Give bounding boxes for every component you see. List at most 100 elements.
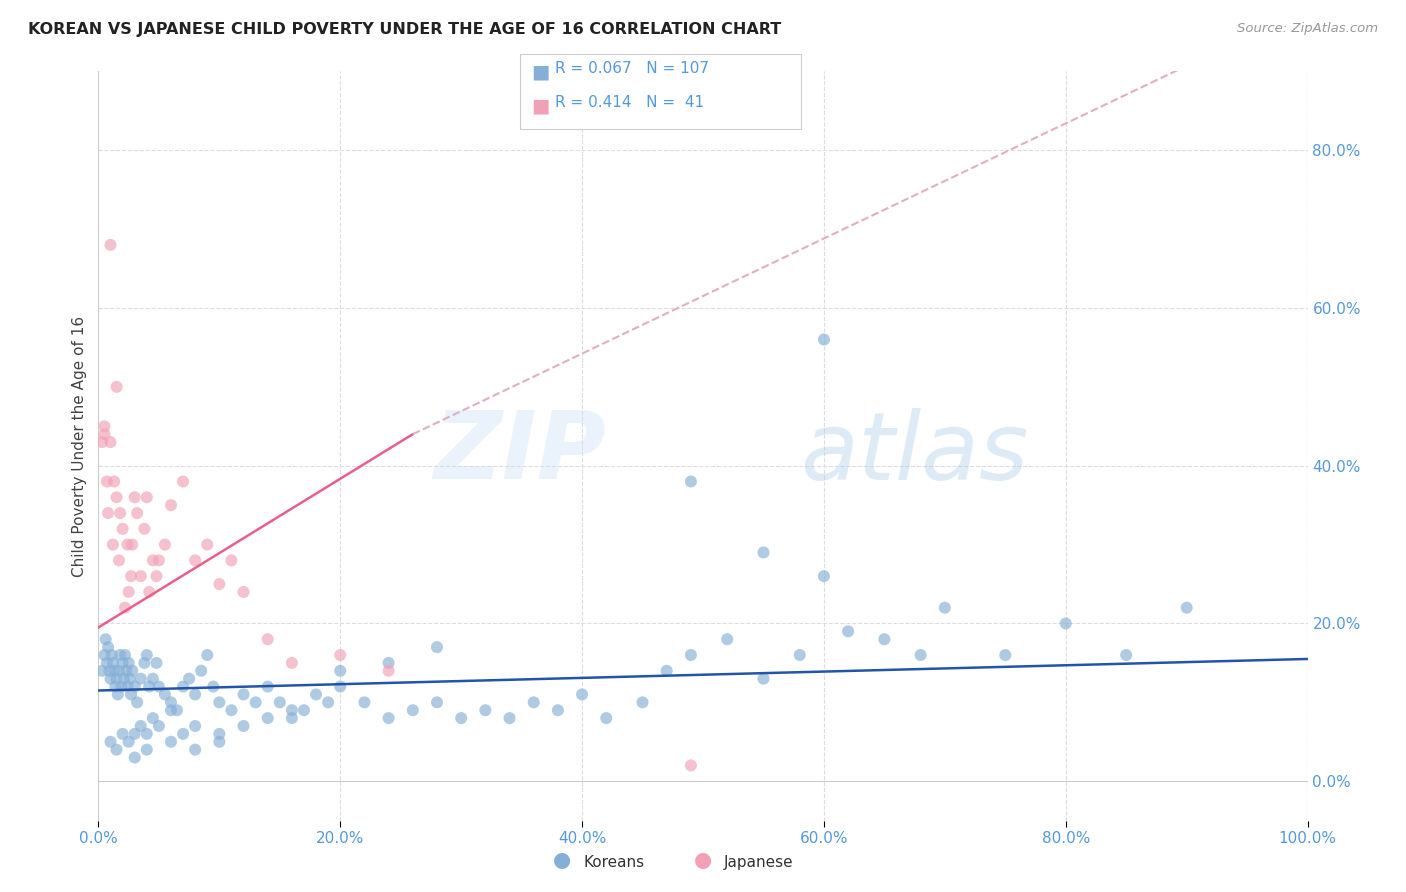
Point [221,703,243,717]
Text: R = 0.414   N =  41: R = 0.414 N = 41 [555,95,704,110]
Point [329,680,352,694]
Point [124,680,146,694]
Point [97,640,120,654]
Point [97,506,120,520]
Point [118,585,141,599]
Point [208,577,231,591]
Point [108,553,131,567]
Point [100,435,122,450]
Point [377,664,399,678]
Point [148,553,170,567]
Point [426,640,449,654]
Point [120,688,142,702]
Point [1054,616,1077,631]
Point [498,711,520,725]
Point [142,711,165,725]
Point [232,688,254,702]
Point [121,664,143,678]
Point [813,569,835,583]
Point [135,727,157,741]
Point [105,380,128,394]
Point [202,680,225,694]
Point [148,719,170,733]
Point [160,703,183,717]
Point [377,711,399,725]
Point [104,680,127,694]
Point [256,680,278,694]
Point [100,735,122,749]
Point [108,506,131,520]
Point [134,656,156,670]
Point [105,672,128,686]
Point [108,664,131,678]
Point [138,680,160,694]
Point [111,727,134,741]
Point [269,695,291,709]
Point [208,735,231,749]
Point [134,522,156,536]
Point [402,703,425,717]
Point [426,695,449,709]
Point [101,538,124,552]
Point [716,632,738,647]
Point [184,553,207,567]
Point [112,672,135,686]
Point [145,569,167,583]
Point [910,648,932,662]
Point [377,656,399,670]
Point [245,695,267,709]
Point [1175,600,1198,615]
Point [142,553,165,567]
Point [96,475,118,489]
Point [108,648,131,662]
Point [138,585,160,599]
Point [571,688,593,702]
Point [145,656,167,670]
Point [166,703,188,717]
Point [523,695,546,709]
Point [160,735,183,749]
Point [281,656,304,670]
Point [103,664,125,678]
Point [118,672,141,686]
Point [135,742,157,756]
Text: atlas: atlas [800,408,1028,499]
Point [100,238,122,252]
Point [127,695,149,709]
Point [208,695,231,709]
Point [292,703,315,717]
Point [184,688,207,702]
Text: KOREAN VS JAPANESE CHILD POVERTY UNDER THE AGE OF 16 CORRELATION CHART: KOREAN VS JAPANESE CHILD POVERTY UNDER T… [28,22,782,37]
Point [100,648,122,662]
Point [135,490,157,504]
Point [679,475,702,489]
Text: ●: ● [554,850,571,870]
Point [679,648,702,662]
Point [91,435,114,450]
Point [114,600,136,615]
Point [107,688,129,702]
Point [115,664,138,678]
Point [221,553,243,567]
Point [184,719,207,733]
Point [124,750,146,764]
Point [595,711,617,725]
Point [124,490,146,504]
Point [281,703,304,717]
Point [114,648,136,662]
Point [329,648,352,662]
Point [121,538,143,552]
Point [93,648,115,662]
Point [105,490,128,504]
Point [789,648,811,662]
Point [160,695,183,709]
Point [752,545,775,559]
Point [994,648,1017,662]
Point [195,538,218,552]
Point [135,648,157,662]
Point [120,569,142,583]
Point [474,703,496,717]
Point [655,664,678,678]
Point [129,719,152,733]
Point [208,727,231,741]
